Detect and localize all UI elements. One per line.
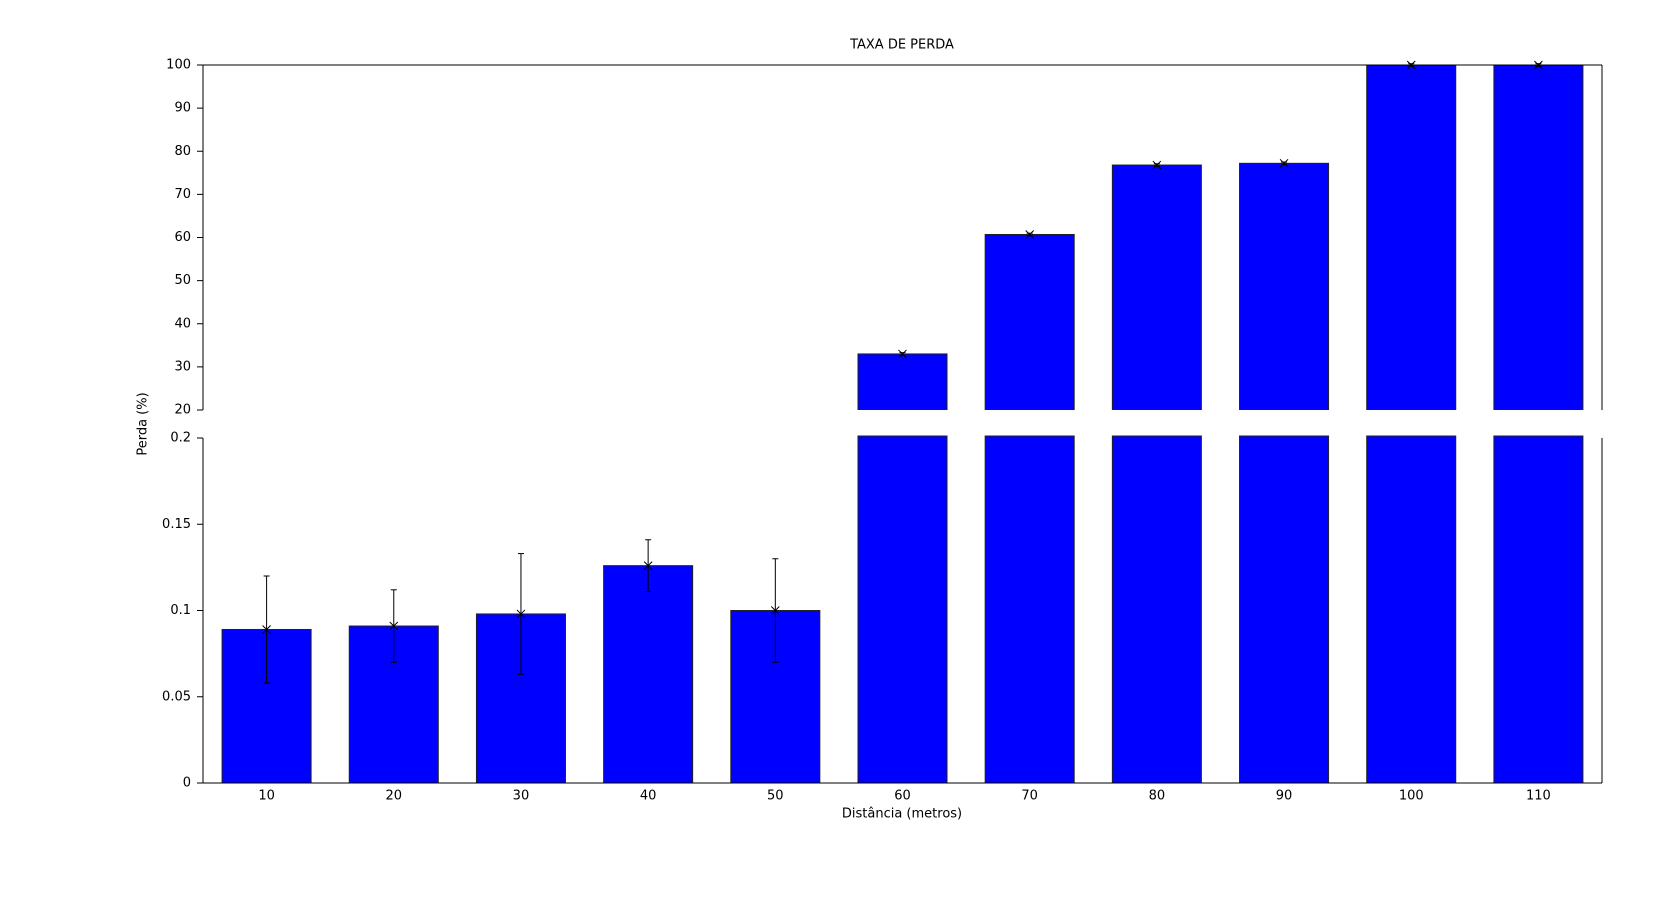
y-tick-label: 40 xyxy=(174,316,191,331)
bar xyxy=(984,233,1075,410)
chart-title: TAXA DE PERDA xyxy=(849,38,954,53)
x-tick-label: 40 xyxy=(640,789,657,804)
y-tick-label: 20 xyxy=(174,403,191,418)
bar xyxy=(1366,435,1457,783)
x-tick-label: 20 xyxy=(385,789,402,804)
y-axis-label: Perda (%) xyxy=(136,392,151,455)
bar xyxy=(1239,162,1330,410)
y-tick-label: 50 xyxy=(174,273,191,288)
error-bar xyxy=(898,349,907,359)
bar xyxy=(857,435,948,783)
x-tick-label: 50 xyxy=(767,789,784,804)
error-bar xyxy=(1025,230,1035,239)
error-bar xyxy=(389,589,399,663)
error-bar xyxy=(516,553,526,675)
y-tick-label: 30 xyxy=(174,359,191,374)
x-tick-label: 70 xyxy=(1021,789,1038,804)
bar xyxy=(1239,435,1330,783)
bar xyxy=(1111,164,1202,410)
error-bar xyxy=(643,539,653,593)
x-tick-label: 80 xyxy=(1149,789,1166,804)
bar xyxy=(1111,435,1202,783)
error-bar xyxy=(262,575,271,684)
error-bar xyxy=(1152,160,1162,170)
x-tick-label: 100 xyxy=(1399,789,1424,804)
bar xyxy=(603,565,694,783)
x-axis-label: Distância (metros) xyxy=(842,807,962,822)
x-tick-label: 90 xyxy=(1276,789,1293,804)
y-tick-label: 0.05 xyxy=(162,689,191,704)
bar xyxy=(1493,64,1584,410)
y-tick-label: 60 xyxy=(174,230,191,245)
error-bar xyxy=(1279,158,1289,168)
bar xyxy=(857,353,948,410)
y-tick-label: 0.2 xyxy=(170,431,191,446)
bar xyxy=(984,435,1075,783)
y-tick-label: 70 xyxy=(174,187,191,202)
panel xyxy=(221,435,1584,783)
x-tick-label: 30 xyxy=(513,789,530,804)
x-tick-label: 60 xyxy=(894,789,911,804)
bar xyxy=(1493,435,1584,783)
x-tick-label: 10 xyxy=(258,789,275,804)
y-tick-label: 0 xyxy=(183,776,191,791)
bar xyxy=(1366,64,1457,410)
y-tick-label: 0.15 xyxy=(162,517,191,532)
y-tick-label: 100 xyxy=(166,58,191,73)
y-tick-label: 90 xyxy=(174,101,191,116)
panel xyxy=(857,60,1584,410)
y-tick-label: 0.1 xyxy=(170,603,191,618)
x-tick-label: 110 xyxy=(1526,789,1551,804)
error-bar xyxy=(770,558,780,663)
y-tick-label: 80 xyxy=(174,144,191,159)
